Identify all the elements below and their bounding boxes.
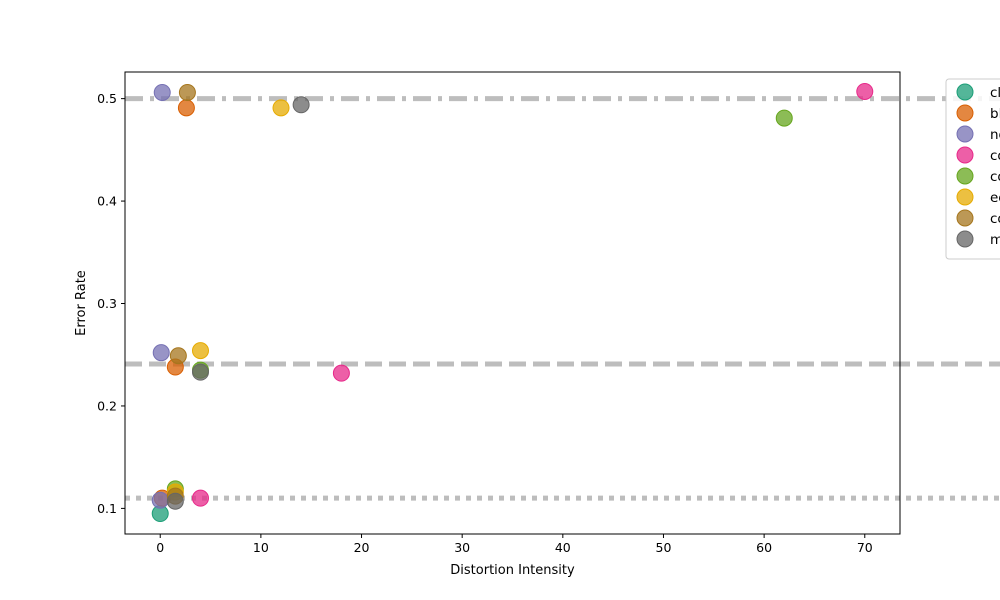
data-point-series-3-2	[191, 489, 209, 507]
x-tick-label: 60	[756, 540, 772, 555]
legend-marker	[956, 230, 974, 248]
data-point-series-6-0	[178, 83, 196, 101]
x-axis-ticks: 0 10 20 30 40 50 60 70	[156, 534, 873, 555]
data-point-series-7-1	[191, 363, 209, 381]
legend-entry-label: co	[990, 148, 1000, 164]
data-point-series-3-0	[856, 82, 874, 100]
x-tick-label: 70	[857, 540, 873, 555]
legend-entry-label: m	[990, 232, 1000, 248]
x-tick-label: 30	[454, 540, 470, 555]
legend-marker	[956, 125, 974, 143]
plot-frame	[124, 71, 901, 535]
legend-entry-label: cl	[990, 85, 1000, 101]
legend: cl bl no co co ec co m	[945, 78, 1000, 260]
x-tick-label: 40	[555, 540, 571, 555]
legend-entry-label: co	[990, 211, 1000, 227]
x-tick-label: 10	[253, 540, 269, 555]
legend-marker	[956, 104, 974, 122]
legend-marker	[956, 209, 974, 227]
legend-marker	[956, 167, 974, 185]
reference-lines	[125, 96, 1000, 501]
x-tick-label: 50	[656, 540, 672, 555]
data-point-series-7-0	[292, 96, 310, 114]
legend-entry-label: no	[990, 127, 1000, 143]
data-point-series-5-1	[191, 342, 209, 360]
data-point-series-2-0	[153, 83, 171, 101]
y-tick-label: 0.1	[97, 501, 117, 516]
legend-marker	[956, 188, 974, 206]
data-point-series-6-1	[169, 347, 187, 365]
data-point-series-3-1	[332, 364, 350, 382]
data-point-series-4-0	[775, 109, 793, 127]
data-point-series-5-0	[272, 99, 290, 117]
legend-entry-label: ec	[990, 190, 1000, 206]
y-tick-label: 0.2	[97, 398, 117, 413]
legend-marker	[956, 146, 974, 164]
x-tick-label: 20	[354, 540, 370, 555]
y-axis-label: Error Rate	[74, 270, 89, 336]
x-axis-label: Distortion Intensity	[450, 563, 575, 578]
data-point-series-7-2	[166, 492, 184, 510]
data-point-series-2-1	[152, 344, 170, 362]
legend-entry-label: co	[990, 169, 1000, 185]
y-tick-label: 0.5	[97, 91, 117, 106]
data-point-series-1-0	[177, 99, 195, 117]
y-tick-label: 0.4	[97, 194, 117, 209]
data-points	[151, 82, 874, 523]
legend-entry-label: bl	[990, 106, 1000, 122]
x-tick-label: 0	[156, 540, 164, 555]
data-point-series-2-2	[151, 491, 169, 509]
legend-marker	[956, 83, 974, 101]
y-axis-ticks: 0.1 0.2 0.3 0.4 0.5	[97, 91, 125, 516]
y-tick-label: 0.3	[97, 296, 117, 311]
